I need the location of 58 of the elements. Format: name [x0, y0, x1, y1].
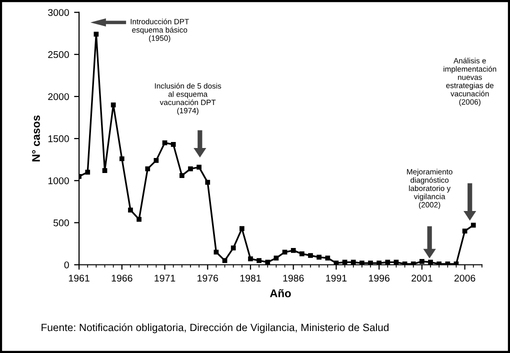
y-tick-label: 0 — [64, 261, 69, 268]
point — [222, 258, 228, 263]
point — [290, 248, 296, 253]
x-tick-label: 1996 — [369, 274, 390, 282]
point — [85, 170, 90, 175]
point — [119, 156, 124, 162]
point — [154, 158, 159, 163]
point — [214, 250, 219, 255]
point — [265, 260, 270, 265]
point — [196, 164, 202, 170]
x-tick-label: 1981 — [240, 274, 261, 282]
point — [102, 168, 108, 173]
point — [325, 256, 330, 260]
y-tick-label: 1500 — [48, 135, 69, 142]
point — [300, 251, 304, 256]
source-note: Fuente: Notificación obligatoria, Dirección de Vigilancia, Ministerio de Salud — [42, 323, 389, 334]
point — [179, 173, 184, 178]
point — [274, 256, 279, 260]
point — [170, 142, 176, 147]
point — [188, 166, 193, 172]
point — [385, 260, 390, 265]
point — [470, 222, 476, 228]
point — [420, 258, 424, 264]
x-tick-label: 2001 — [412, 274, 432, 282]
point — [368, 260, 373, 265]
x-tick-label: 1976 — [198, 274, 218, 282]
y-tick-label: 1000 — [48, 177, 69, 184]
point — [462, 228, 468, 234]
x-tick-label: 1971 — [154, 274, 176, 282]
point — [256, 258, 262, 263]
point — [205, 180, 210, 185]
point — [350, 260, 356, 265]
x-tick-label: 1991 — [326, 274, 347, 282]
x-tick-label: 1966 — [112, 274, 132, 282]
y-tick-label: 3000 — [48, 9, 69, 16]
x-tick-label: 1961 — [68, 274, 90, 282]
point — [110, 102, 116, 108]
x-tick-label: 1986 — [283, 274, 304, 282]
point — [428, 260, 433, 265]
point — [248, 256, 253, 262]
point — [145, 166, 150, 172]
point — [230, 245, 236, 250]
point — [316, 254, 322, 260]
point — [162, 140, 168, 146]
point — [128, 208, 133, 212]
y-tick-label: 2500 — [48, 51, 69, 58]
x-tick-label: 2006 — [454, 274, 476, 282]
point — [376, 260, 382, 265]
point — [94, 32, 99, 37]
y-axis-title: N° casos — [32, 115, 40, 162]
point — [282, 250, 288, 255]
point — [136, 216, 142, 222]
point — [239, 226, 244, 232]
x-axis-title: Año — [270, 289, 291, 298]
y-tick-label: 2000 — [48, 93, 69, 100]
point — [308, 253, 313, 258]
y-tick-label: 500 — [53, 219, 69, 226]
point — [360, 260, 364, 265]
